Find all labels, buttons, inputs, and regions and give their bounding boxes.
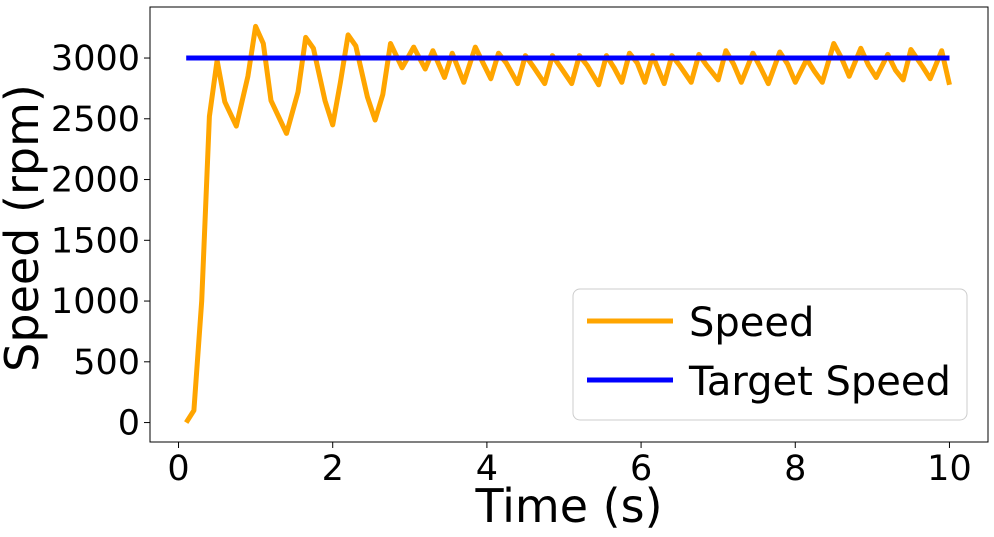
- x-tick-label: 8: [784, 449, 806, 489]
- legend-label-speed: Speed: [689, 300, 814, 346]
- x-tick-label: 0: [167, 449, 189, 489]
- legend: Speed Target Speed: [572, 288, 968, 421]
- x-axis-label: Time (s): [474, 479, 662, 533]
- y-tick-label: 0: [118, 404, 140, 444]
- plot-area-frame: [149, 6, 989, 443]
- x-tick-label: 10: [927, 449, 972, 489]
- x-tick-label: 6: [630, 449, 652, 489]
- y-tick-label: 2500: [51, 100, 140, 140]
- x-axis-ticks: 0 2 4 6 8 10: [167, 442, 972, 489]
- y-axis-label: Speed (rpm): [0, 84, 49, 372]
- y-tick-label: 500: [73, 343, 140, 383]
- y-tick-label: 2000: [51, 161, 140, 201]
- y-tick-label: 3000: [51, 39, 140, 79]
- y-axis-ticks: 0 500 1000 1500 2000 2500 3000: [51, 39, 150, 444]
- x-tick-label: 2: [322, 449, 344, 489]
- x-tick-label: 4: [476, 449, 498, 489]
- legend-label-target-speed: Target Speed: [688, 359, 951, 405]
- y-tick-label: 1000: [51, 282, 140, 322]
- series-lines: [184, 23, 952, 424]
- y-tick-label: 1500: [51, 221, 140, 261]
